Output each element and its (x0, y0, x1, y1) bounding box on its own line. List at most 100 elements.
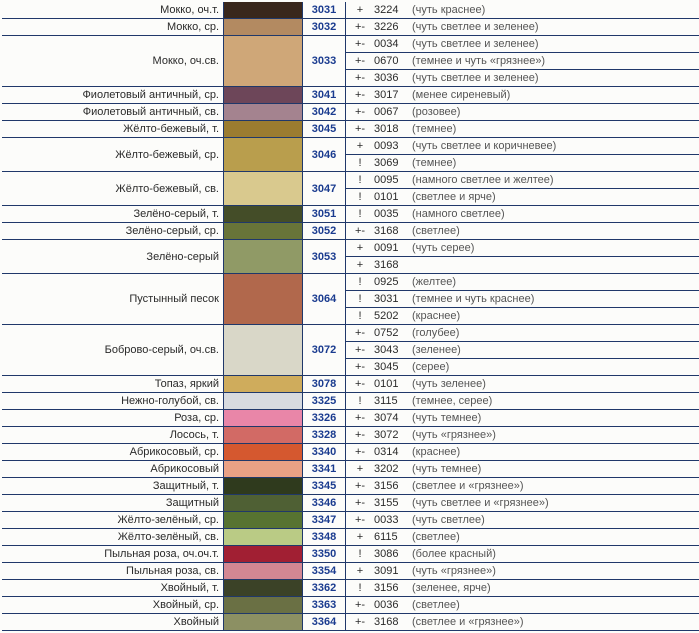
alt-note: (краснее) (412, 309, 699, 323)
alt-sign: +- (346, 71, 374, 85)
alt-code: 3168 (374, 224, 412, 238)
color-name: Жёлто-бежевый, св. (2, 172, 224, 205)
color-code: 3325 (303, 393, 346, 409)
alt-note: (чуть светлее и коричневее) (412, 139, 699, 153)
alt-code: 0093 (374, 139, 412, 153)
color-name: Жёлто-бежевый, ср. (2, 138, 224, 171)
color-swatch (224, 393, 303, 409)
alternative-row: +0091(чуть серее) (346, 240, 699, 257)
alt-code: 3156 (374, 479, 412, 493)
alt-note: (зеленее) (412, 343, 699, 357)
color-code: 3072 (303, 325, 346, 375)
color-swatch (224, 478, 303, 494)
alt-code: 3017 (374, 88, 412, 102)
alt-sign: +- (346, 615, 374, 629)
alt-sign: +- (346, 445, 374, 459)
alternatives: +-3226(чуть светлее и зеленее) (346, 19, 699, 35)
color-swatch (224, 461, 303, 477)
alt-code: 3086 (374, 547, 412, 561)
alt-code: 3069 (374, 156, 412, 170)
color-swatch (224, 138, 303, 171)
alt-sign: + (346, 530, 374, 544)
alt-sign: ! (346, 190, 374, 204)
alt-note: (темнее) (412, 156, 699, 170)
color-row: Жёлто-бежевый, св.3047!0095(намного свет… (2, 172, 699, 206)
alternative-row: +3091(чуть «грязнее») (346, 563, 699, 579)
alt-sign: ! (346, 292, 374, 306)
alt-note: (светлее) (412, 530, 699, 544)
alternative-row: +3168 (346, 257, 699, 273)
alternative-row: !3031(темнее и чуть краснее) (346, 291, 699, 308)
alt-sign: + (346, 258, 374, 272)
alternatives: +-0314(краснее) (346, 444, 699, 460)
alternative-row: +-0670(темнее и чуть «грязнее») (346, 53, 699, 70)
alt-sign: ! (346, 581, 374, 595)
color-code: 3041 (303, 87, 346, 103)
alternatives: +-3156(светлее и «грязнее») (346, 478, 699, 494)
alt-sign: ! (346, 547, 374, 561)
alternatives: +-0033(чуть светлее) (346, 512, 699, 528)
color-name: Боброво-серый, оч.св. (2, 325, 224, 375)
alt-note: (светлее и «грязнее») (412, 479, 699, 493)
alternative-row: !5202(краснее) (346, 308, 699, 324)
color-code: 3045 (303, 121, 346, 137)
alternatives: +3202(чуть темнее) (346, 461, 699, 477)
alt-code: 3202 (374, 462, 412, 476)
alt-note: (более красный) (412, 547, 699, 561)
alt-note: (намного светлее и желтее) (412, 173, 699, 187)
color-name: Абрикосовый, ср. (2, 444, 224, 460)
color-swatch (224, 529, 303, 545)
color-name: Зелёно-серый, ср. (2, 223, 224, 239)
color-row: Жёлто-бежевый, т. 3045+-3018(темнее) (2, 121, 699, 138)
alternative-row: +-3018(темнее) (346, 121, 699, 137)
alt-note: (темнее) (412, 122, 699, 136)
alternative-row: !3156(зеленее, ярче) (346, 580, 699, 596)
color-code: 3031 (303, 2, 346, 18)
alt-code: 0067 (374, 105, 412, 119)
alternative-row: +-3226(чуть светлее и зеленее) (346, 19, 699, 35)
alternative-row: +-0314(краснее) (346, 444, 699, 460)
color-row: Нежно-голубой, св.3325!3115(темнее, сере… (2, 393, 699, 410)
color-code: 3350 (303, 546, 346, 562)
color-code: 3364 (303, 614, 346, 630)
alternative-row: +-0067(розовее) (346, 104, 699, 120)
alternative-row: !0035(намного светлее) (346, 206, 699, 222)
alternative-row: !3086(более красный) (346, 546, 699, 562)
color-swatch (224, 274, 303, 324)
alt-sign: +- (346, 479, 374, 493)
alternatives: +-3018(темнее) (346, 121, 699, 137)
alt-sign: +- (346, 411, 374, 425)
alt-code: 0101 (374, 190, 412, 204)
alt-note: (темнее, серее) (412, 394, 699, 408)
alt-sign: ! (346, 309, 374, 323)
alt-note: (менее сиреневый) (412, 88, 699, 102)
color-name: Пыльная роза, св. (2, 563, 224, 579)
alt-sign: +- (346, 326, 374, 340)
color-swatch (224, 223, 303, 239)
color-name: Пыльная роза, оч.оч.т. (2, 546, 224, 562)
alt-code: 3091 (374, 564, 412, 578)
alt-code: 3168 (374, 258, 412, 272)
color-row: Лосось, т.3328+-3072(чуть «грязнее») (2, 427, 699, 444)
alt-note: (серее) (412, 360, 699, 374)
color-row: Абрикосовый3341+3202(чуть темнее) (2, 461, 699, 478)
alt-note: (чуть светлее и зеленее) (412, 20, 699, 34)
color-row: Защитный, т.3345+-3156(светлее и «грязне… (2, 478, 699, 495)
alternative-row: !3115(темнее, серее) (346, 393, 699, 409)
alt-sign: + (346, 462, 374, 476)
color-name: Жёлто-бежевый, т. (2, 121, 224, 137)
color-row: Пыльная роза, оч.оч.т. 3350!3086(более кр… (2, 546, 699, 563)
alt-sign: +- (346, 428, 374, 442)
alt-code: 3115 (374, 394, 412, 408)
alt-code: 3043 (374, 343, 412, 357)
alternative-row: +-3072(чуть «грязнее») (346, 427, 699, 443)
alt-sign: +- (346, 88, 374, 102)
alt-note: (зеленее, ярче) (412, 581, 699, 595)
alt-sign: +- (346, 20, 374, 34)
alt-sign: ! (346, 394, 374, 408)
color-row: Зелёно-серый, ср.3052+-3168(светлее) (2, 223, 699, 240)
alt-code: 0670 (374, 54, 412, 68)
alt-sign: ! (346, 275, 374, 289)
alternatives: +-0067(розовее) (346, 104, 699, 120)
color-swatch (224, 87, 303, 103)
